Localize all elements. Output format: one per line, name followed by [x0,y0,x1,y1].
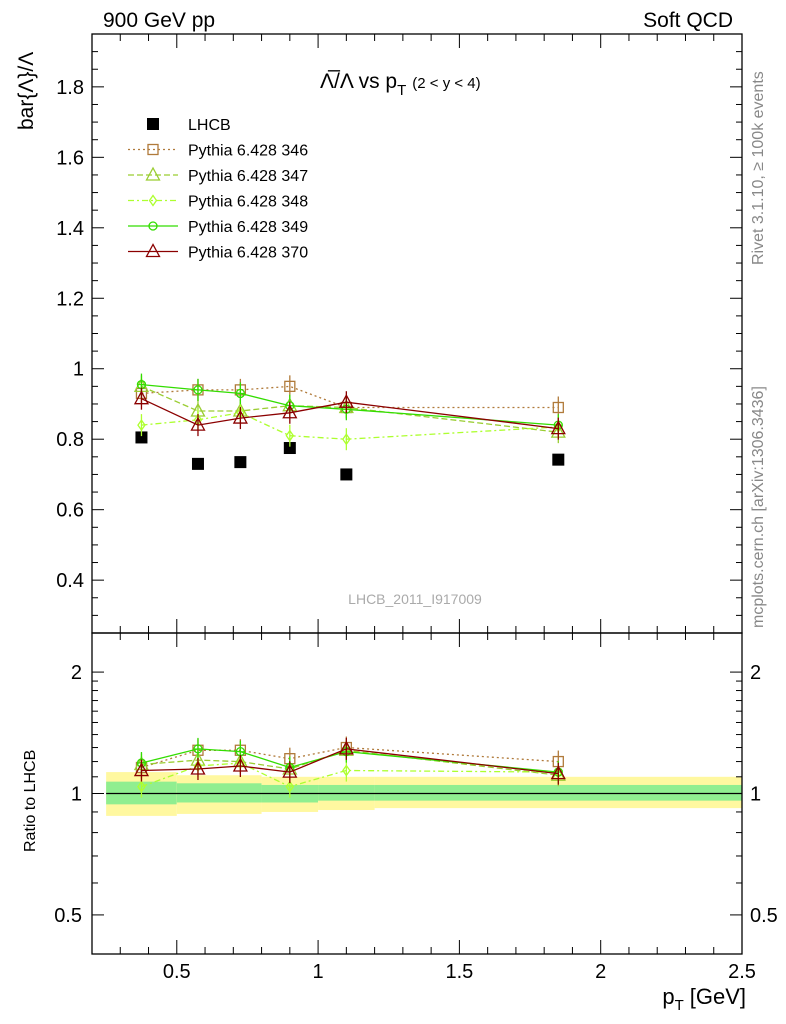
ratio-series-4-point [133,762,150,777]
ratio-series-0-line [141,746,559,769]
chart-title: Λ̅/Λ vs pT (2 < y < 4) [320,70,481,99]
chart-title-cond: (2 < y < 4) [412,75,480,92]
legend-marker [147,143,159,156]
legend-label: Pythia 6.428 349 [188,219,308,236]
ratio-series-4-point [338,740,354,755]
x-axis-label: pT [GeV] [662,984,746,1014]
chart-title-base: Λ̅/Λ vs p [320,70,397,93]
x-tick-label: 1.5 [445,961,473,983]
main-series-5-point [338,393,354,408]
ratio-series-4-point [282,763,298,778]
main-series-3-point [342,433,351,446]
main-series-0-point [552,453,565,466]
main-y-tick-label: 0.4 [56,570,84,592]
side-label-top: Rivet 3.1.10, ≥ 100k events [750,71,767,265]
main-y-tick-label: 1.6 [56,147,84,169]
x-tick-label: 0.5 [163,961,191,983]
main-y-tick-label: 1.8 [56,77,84,99]
main-y-tick-label: 1.4 [56,218,84,240]
main-series-0 [135,431,565,481]
ratio-series-4-point [232,757,248,772]
main-series-1-point [284,380,296,393]
main-series-1-point [552,401,564,414]
legend-marker [148,194,158,207]
main-y-tick-label: 1.2 [56,288,84,310]
main-series-0-point [283,442,296,455]
axes: 0.4 0.6 0.8 1 1.2 1.4 1.6 1.8 0.5 1 1.5 2 2.5 0.5 0.5 1… [54,33,778,983]
legend-label: Pythia 6.428 370 [188,245,308,262]
ratio-panel [106,772,742,816]
ratio-series-2-point [137,780,146,793]
ratio-y-axis-label: Ratio to LHCB [22,750,39,852]
ratio-series-4 [133,737,566,785]
main-series-4-line [141,383,559,426]
side-label-bottom: mcplots.cern.ch [arXiv:1306.3436] [750,386,767,628]
legend-label: Pythia 6.428 346 [188,143,308,160]
header-left: 900 GeV pp [103,9,215,32]
x-tick-label: 2 [595,961,606,983]
header-right: Soft QCD [643,9,733,32]
main-y-tick-label: 0.6 [56,500,84,522]
legend-label: Pythia 6.428 347 [188,168,308,185]
x-axis-label-rest: [GeV] [690,984,746,1009]
ratio-series-2-line [141,762,559,788]
chart-title-sub: T [397,82,406,99]
x-axis-label-base: p [662,984,674,1009]
main-y-tick-label: 0.8 [56,429,84,451]
ratio-series-4-line [141,748,559,775]
ratio-band-green [374,784,742,801]
ratio-y-tick-label-left: 1 [71,784,82,806]
ratio-y-tick-label-left: 2 [71,662,82,684]
x-axis-label-sub: T [675,997,684,1014]
legend: LHCB Pythia 6.428 346 Pythia 6.428 347 Pyth… [128,117,308,262]
main-y-axis-label: bar{Λ}/Λ [15,52,38,130]
ratio-series-4-point [190,760,206,775]
legend-label: Pythia 6.428 348 [188,194,308,211]
main-series-1-line [141,385,559,409]
x-tick-label: 2.5 [728,961,756,983]
main-y-tick-label: 1 [73,359,84,381]
main-series-0-point [340,468,353,481]
ratio-y-tick-label-right: 1 [750,784,761,806]
ratio-series-4-point [550,765,566,780]
main-series-5-line [141,398,559,430]
legend-label: LHCB [188,117,231,134]
main-series-5-point [133,390,150,405]
ratio-series-3-line [141,748,559,773]
main-series-5 [133,387,566,440]
watermark: LHCB_2011_I917009 [348,591,482,607]
main-series-3-line [141,412,559,440]
main-series-0-point [135,431,148,444]
ratio-band-green [318,784,375,801]
main-series-0-point [234,456,247,469]
legend-marker [145,243,161,258]
ratio-data [133,736,566,798]
main-series-3-point [285,429,295,442]
ratio-series-2-point [285,780,295,793]
main-series-5-point [190,416,206,431]
ratio-y-tick-label-right: 0.5 [750,905,778,927]
main-series-0-point [191,457,204,470]
main-series-5-point [282,404,298,419]
legend-marker [147,118,159,130]
main-series-4 [136,373,563,437]
ratio-y-tick-label-left: 0.5 [54,905,82,927]
main-data [133,373,566,481]
main-series-5-point [550,420,566,435]
legend-marker [145,166,161,181]
main-series-5-point [232,409,248,424]
main-series-3-point [137,418,146,432]
ratio-y-tick-label-right: 2 [750,662,761,684]
ratio-series-2-point [342,764,351,777]
x-tick-label: 1 [313,961,324,983]
